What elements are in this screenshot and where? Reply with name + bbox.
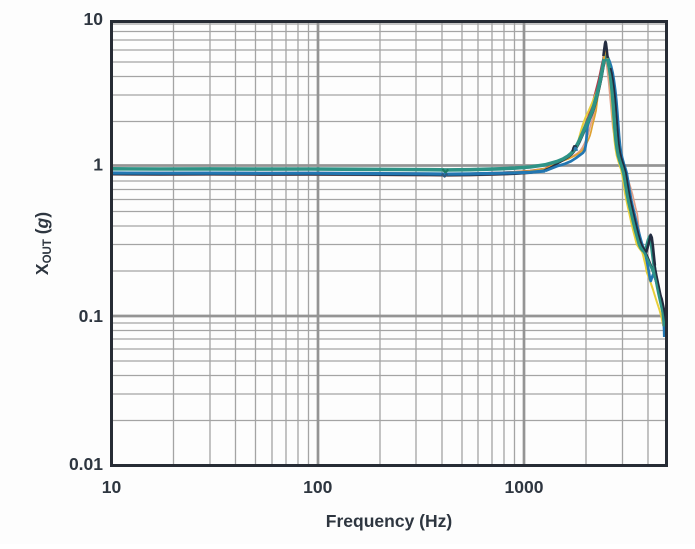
svg-text:10: 10 [102, 477, 122, 497]
svg-text:1: 1 [93, 155, 103, 175]
svg-text:Frequency (Hz): Frequency (Hz) [326, 511, 452, 531]
svg-text:0.01: 0.01 [69, 454, 103, 474]
svg-text:10: 10 [84, 9, 104, 29]
svg-text:1000: 1000 [505, 477, 544, 497]
svg-text:0.1: 0.1 [79, 306, 104, 326]
svg-text:100: 100 [303, 477, 332, 497]
